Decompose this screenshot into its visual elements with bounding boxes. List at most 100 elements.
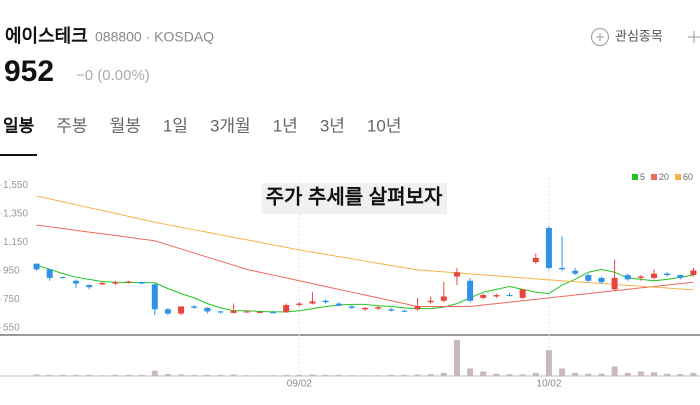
candle-body xyxy=(256,311,263,313)
candle-body xyxy=(572,270,579,274)
volume-bar xyxy=(164,374,171,376)
volume-bar xyxy=(611,366,618,376)
volume-bar xyxy=(388,374,395,376)
candle-body xyxy=(585,275,592,281)
volume-bar xyxy=(125,374,132,376)
volume-bar xyxy=(440,372,447,376)
volume-bar xyxy=(519,374,526,376)
volume-bar xyxy=(506,374,513,376)
volume-bar xyxy=(401,374,408,376)
candle-body xyxy=(151,284,158,310)
candle-body xyxy=(86,285,93,288)
plus-icon-cross xyxy=(596,33,604,41)
volume-bar xyxy=(480,371,487,376)
volume-bar xyxy=(46,374,53,376)
y-tick-label: 1,550 xyxy=(3,180,28,191)
caption: 주가 추세를 살펴보자 xyxy=(266,185,443,208)
volume-bar xyxy=(178,374,185,376)
stock-name: 에이스테크 xyxy=(5,26,88,46)
candle-body xyxy=(664,273,671,276)
watch-button[interactable]: 관심종목 xyxy=(591,28,663,46)
period-tab[interactable]: 3년 xyxy=(320,116,345,135)
volume-bar xyxy=(585,373,592,376)
candle-body xyxy=(33,263,40,270)
candle-body xyxy=(440,296,447,301)
volume-bar xyxy=(453,339,460,376)
volume-bar xyxy=(690,372,697,376)
period-tab[interactable]: 1년 xyxy=(273,116,298,135)
period-tab[interactable]: 일봉 xyxy=(3,116,35,135)
candle-body xyxy=(72,280,79,284)
volume-bar xyxy=(217,374,224,376)
moving-average-line xyxy=(36,264,694,313)
candle-body xyxy=(138,282,145,284)
volume-bar xyxy=(256,375,263,376)
volume-bar xyxy=(309,374,316,376)
period-tab[interactable]: 1일 xyxy=(163,116,188,135)
candle-body xyxy=(375,307,382,309)
moving-average-line xyxy=(36,195,694,291)
volume-bar xyxy=(677,374,684,376)
candle-body xyxy=(519,289,526,298)
volume-bar xyxy=(664,373,671,376)
candle-body xyxy=(480,295,487,298)
watch-label: 관심종목 xyxy=(615,28,663,43)
volume-bar xyxy=(59,374,66,376)
volume-bar xyxy=(532,372,539,376)
period-tab[interactable]: 3개월 xyxy=(210,116,251,135)
candle-body xyxy=(99,282,106,285)
volume-bar xyxy=(375,375,382,376)
candle-body xyxy=(453,272,460,277)
period-tab[interactable]: 주봉 xyxy=(56,116,87,135)
candle-body xyxy=(598,277,605,283)
candle-body xyxy=(296,303,303,306)
period-tabs: 일봉 주봉 월봉 1일 3개월 1년 3년 10년 xyxy=(3,116,401,135)
candle-body xyxy=(270,312,277,314)
stock-code: 088800 · KOSDAQ xyxy=(95,29,214,45)
volume-bar xyxy=(243,375,250,376)
candle-body xyxy=(204,307,211,312)
candle-body xyxy=(178,306,185,314)
candle-body xyxy=(559,267,566,270)
candle-body xyxy=(690,270,697,276)
candle-body xyxy=(362,307,368,310)
volume-bar xyxy=(545,350,552,376)
volume-bar xyxy=(427,374,434,376)
period-tab[interactable]: 월봉 xyxy=(110,116,141,135)
period-tab[interactable]: 10년 xyxy=(367,116,402,135)
caption-background xyxy=(261,183,447,214)
candle-body xyxy=(348,306,355,308)
price-change: −0 (0.00%) xyxy=(76,67,150,84)
candle-body xyxy=(217,311,224,313)
volume-bar xyxy=(86,374,93,376)
candle-body xyxy=(125,281,132,283)
candle-body xyxy=(493,295,500,297)
candle-body xyxy=(309,301,316,304)
volume-bar xyxy=(467,368,474,376)
legend-swatch xyxy=(651,174,658,180)
moving-average-line xyxy=(36,224,694,307)
candle-body xyxy=(506,295,513,297)
plus-icon xyxy=(591,28,609,46)
candle-body xyxy=(677,275,684,278)
volume-bar xyxy=(72,374,79,376)
chart: 550 750 950 1,150 1,350 1,550 09/02 10/02 5 20 60 주… xyxy=(0,172,700,390)
candle-body xyxy=(467,280,474,301)
candle-body xyxy=(322,300,329,303)
volume-bar xyxy=(33,374,40,376)
legend-swatch xyxy=(632,174,638,180)
active-tab-underline xyxy=(0,154,37,156)
volume-bar xyxy=(296,374,303,376)
more-button[interactable] xyxy=(688,31,700,43)
candle-body xyxy=(637,276,644,278)
y-tick-label: 750 xyxy=(3,294,20,305)
volume-bar xyxy=(151,370,158,376)
volume-bar xyxy=(112,374,119,376)
price: 952 xyxy=(4,55,54,88)
candle-body xyxy=(335,303,342,306)
y-tick-label: 950 xyxy=(3,265,20,276)
candle-body xyxy=(401,310,408,312)
legend-swatch xyxy=(675,174,682,180)
